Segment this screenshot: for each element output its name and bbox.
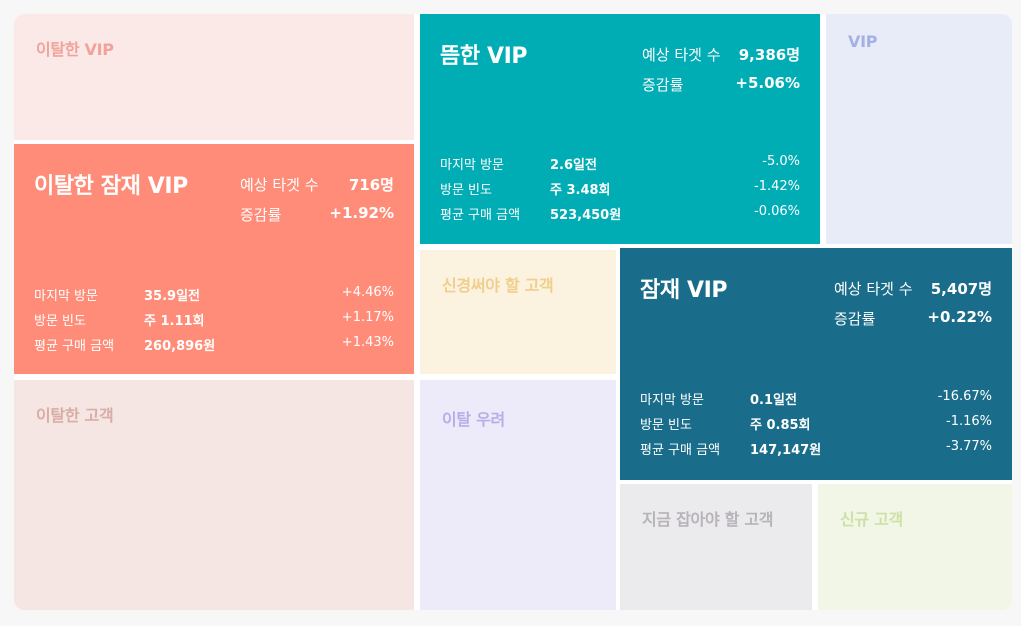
segment-title: 잠재 VIP xyxy=(640,278,728,303)
segment-label: 신규 고객 xyxy=(840,510,903,529)
metric-delta: -5.0% xyxy=(762,154,800,169)
metric-row-visit-frequency: 방문 빈도 주 0.85회 -1.16% xyxy=(640,414,992,439)
segment-tile-churned[interactable]: 이탈한 고객 xyxy=(14,380,414,610)
segment-tile-must-catch[interactable]: 지금 잡아야 할 고객 xyxy=(620,484,812,610)
growth-rate-label: 증감률 xyxy=(240,206,282,224)
metric-row-last-visit: 마지막 방문 2.6일전 -5.0% xyxy=(440,154,800,179)
metric-delta: -16.67% xyxy=(937,389,992,404)
metric-delta: -1.16% xyxy=(946,414,992,429)
segment-tile-dormant-vip[interactable]: 뜸한 VIP 예상 타겟 수 9,386명 증감률 +5.06% 마지막 방문 … xyxy=(420,14,820,244)
segment-tile-churned-potential-vip[interactable]: 이탈한 잠재 VIP 예상 타겟 수 716명 증감률 +1.92% 마지막 방… xyxy=(14,144,414,374)
metric-delta: -1.42% xyxy=(754,179,800,194)
metric-list: 마지막 방문 2.6일전 -5.0% 방문 빈도 주 3.48회 -1.42% … xyxy=(440,154,800,229)
target-count-value: 5,407명 xyxy=(930,280,992,298)
metric-value: 2.6일전 xyxy=(550,158,597,173)
growth-rate-value: +0.22% xyxy=(927,308,992,326)
metric-label: 방문 빈도 xyxy=(640,418,692,433)
metric-list: 마지막 방문 35.9일전 +4.46% 방문 빈도 주 1.11회 +1.17… xyxy=(34,285,394,360)
metric-value: 523,450원 xyxy=(550,208,622,223)
metric-label: 마지막 방문 xyxy=(640,393,704,408)
segment-label: 이탈 우려 xyxy=(442,410,505,429)
target-count-label: 예상 타겟 수 xyxy=(834,280,913,298)
metric-label: 마지막 방문 xyxy=(34,289,98,304)
metric-delta: +1.43% xyxy=(341,335,394,350)
segment-label: VIP xyxy=(848,32,878,51)
segment-tile-vip[interactable]: VIP xyxy=(826,14,1012,244)
target-count-label: 예상 타겟 수 xyxy=(240,176,319,194)
metric-value: 0.1일전 xyxy=(750,393,797,408)
metric-row-avg-purchase: 평균 구매 금액 260,896원 +1.43% xyxy=(34,335,394,360)
metric-value: 35.9일전 xyxy=(144,289,200,304)
metric-value: 주 3.48회 xyxy=(550,183,611,198)
metric-label: 평균 구매 금액 xyxy=(34,339,115,354)
growth-rate-label: 증감률 xyxy=(834,310,876,328)
metric-row-avg-purchase: 평균 구매 금액 147,147원 -3.77% xyxy=(640,439,992,464)
metric-delta: +1.17% xyxy=(341,310,394,325)
metric-delta: -0.06% xyxy=(754,204,800,219)
metric-value: 260,896원 xyxy=(144,339,216,354)
growth-rate-value: +1.92% xyxy=(329,204,394,222)
metric-list: 마지막 방문 0.1일전 -16.67% 방문 빈도 주 0.85회 -1.16… xyxy=(640,389,992,464)
target-count-value: 716명 xyxy=(348,176,394,194)
metric-row-last-visit: 마지막 방문 35.9일전 +4.46% xyxy=(34,285,394,310)
metric-delta: +4.46% xyxy=(341,285,394,300)
target-count-value: 9,386명 xyxy=(738,46,800,64)
metric-label: 마지막 방문 xyxy=(440,158,504,173)
growth-rate-value: +5.06% xyxy=(735,74,800,92)
metric-label: 평균 구매 금액 xyxy=(640,443,721,458)
metric-row-visit-frequency: 방문 빈도 주 3.48회 -1.42% xyxy=(440,179,800,204)
segment-treemap: 이탈한 VIP 뜸한 VIP 예상 타겟 수 9,386명 증감률 +5.06%… xyxy=(14,14,1012,610)
segment-label: 이탈한 VIP xyxy=(36,40,114,59)
segment-label: 이탈한 고객 xyxy=(36,406,114,425)
segment-tile-new[interactable]: 신규 고객 xyxy=(818,484,1012,610)
metric-row-avg-purchase: 평균 구매 금액 523,450원 -0.06% xyxy=(440,204,800,229)
metric-row-visit-frequency: 방문 빈도 주 1.11회 +1.17% xyxy=(34,310,394,335)
segment-tile-at-risk[interactable]: 이탈 우려 xyxy=(420,380,616,610)
segment-tile-potential-vip[interactable]: 잠재 VIP 예상 타겟 수 5,407명 증감률 +0.22% 마지막 방문 … xyxy=(620,248,1012,480)
metric-value: 주 0.85회 xyxy=(750,418,811,433)
metric-label: 방문 빈도 xyxy=(34,314,86,329)
segment-tile-churned-vip[interactable]: 이탈한 VIP xyxy=(14,14,414,140)
metric-value: 147,147원 xyxy=(750,443,822,458)
metric-value: 주 1.11회 xyxy=(144,314,205,329)
segment-label: 신경써야 할 고객 xyxy=(442,276,554,295)
segment-tile-attention[interactable]: 신경써야 할 고객 xyxy=(420,250,616,374)
metric-label: 방문 빈도 xyxy=(440,183,492,198)
metric-row-last-visit: 마지막 방문 0.1일전 -16.67% xyxy=(640,389,992,414)
segment-title: 이탈한 잠재 VIP xyxy=(34,174,188,199)
target-count-label: 예상 타겟 수 xyxy=(642,46,721,64)
metric-delta: -3.77% xyxy=(946,439,992,454)
segment-label: 지금 잡아야 할 고객 xyxy=(642,510,774,529)
segment-title: 뜸한 VIP xyxy=(440,44,528,69)
growth-rate-label: 증감률 xyxy=(642,76,684,94)
metric-label: 평균 구매 금액 xyxy=(440,208,521,223)
